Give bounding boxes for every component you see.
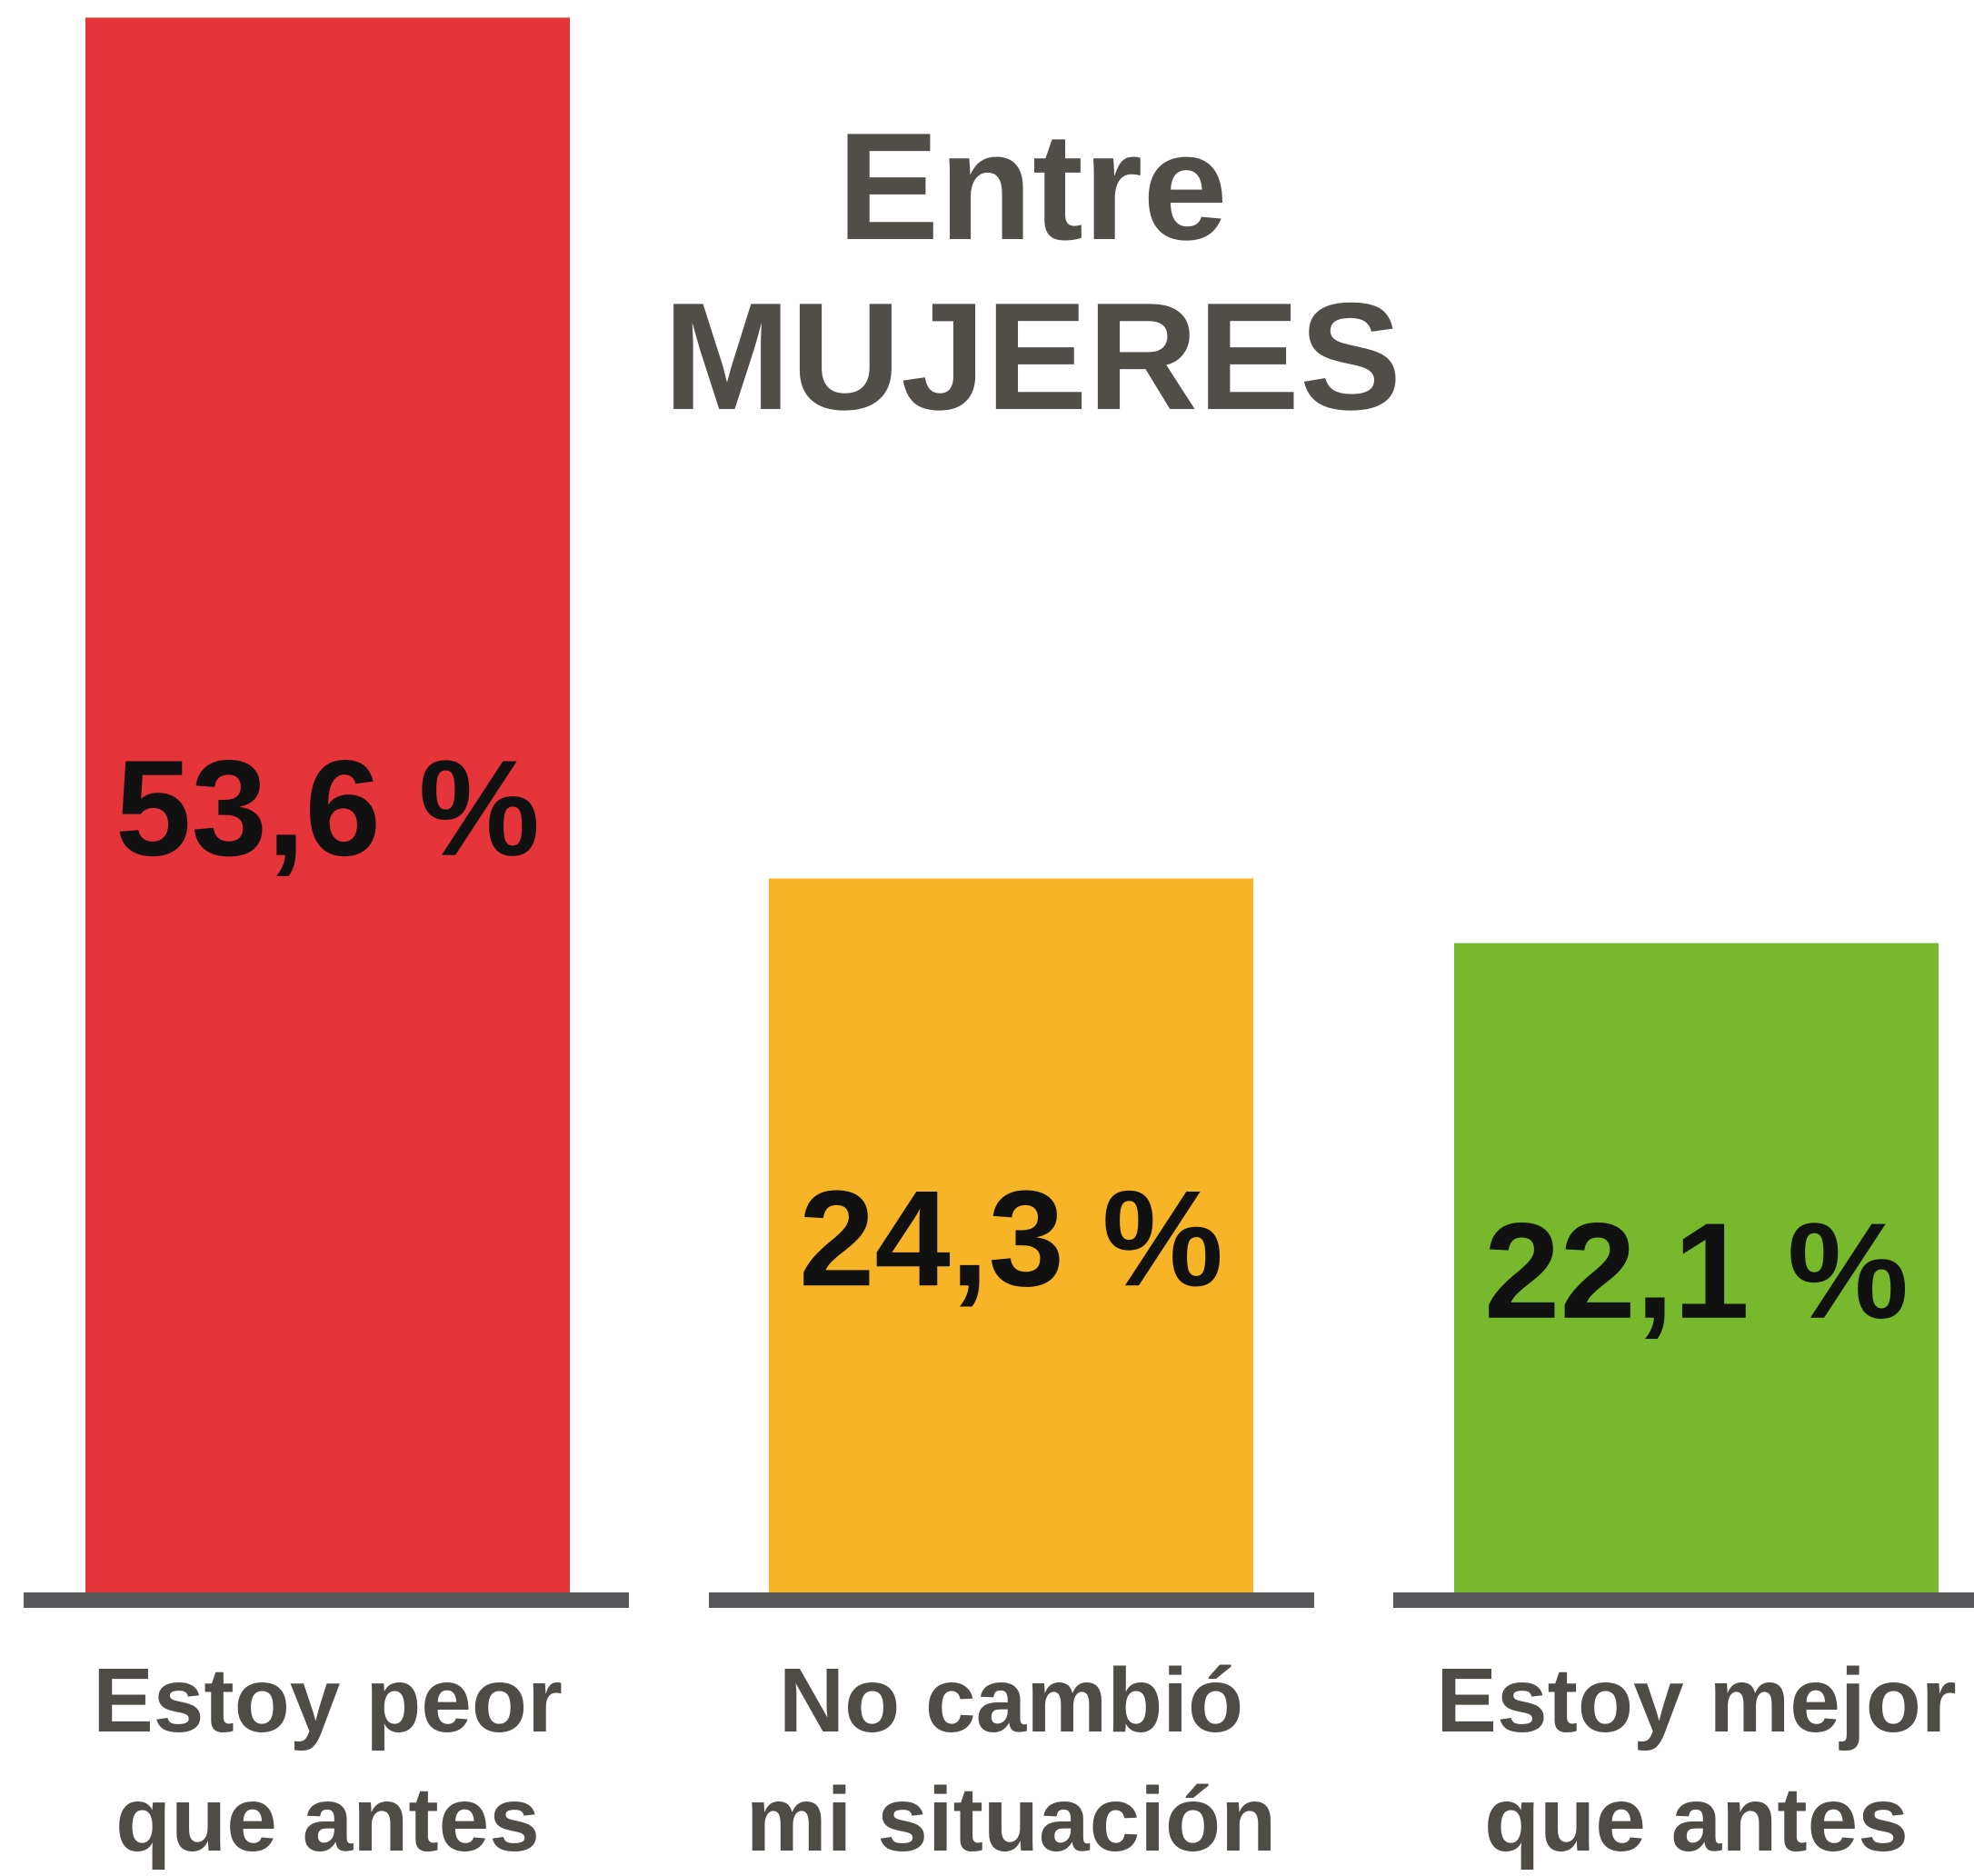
x-tick-label: Estoy peor que antes xyxy=(93,1650,563,1871)
baseline xyxy=(709,1592,1314,1608)
baseline xyxy=(1393,1592,1974,1608)
value-label: 53,6 % xyxy=(115,732,540,884)
x-tick-label: Estoy mejor que antes xyxy=(1436,1650,1956,1871)
chart-title: Entre MUJERES xyxy=(663,101,1401,442)
bar xyxy=(1454,943,1939,1592)
baseline xyxy=(24,1592,629,1608)
value-label: 24,3 % xyxy=(799,1162,1223,1314)
bar xyxy=(85,17,570,1593)
bar xyxy=(769,878,1253,1592)
x-tick-label: No cambió mi situación xyxy=(746,1650,1276,1871)
value-label: 22,1 % xyxy=(1484,1194,1909,1347)
